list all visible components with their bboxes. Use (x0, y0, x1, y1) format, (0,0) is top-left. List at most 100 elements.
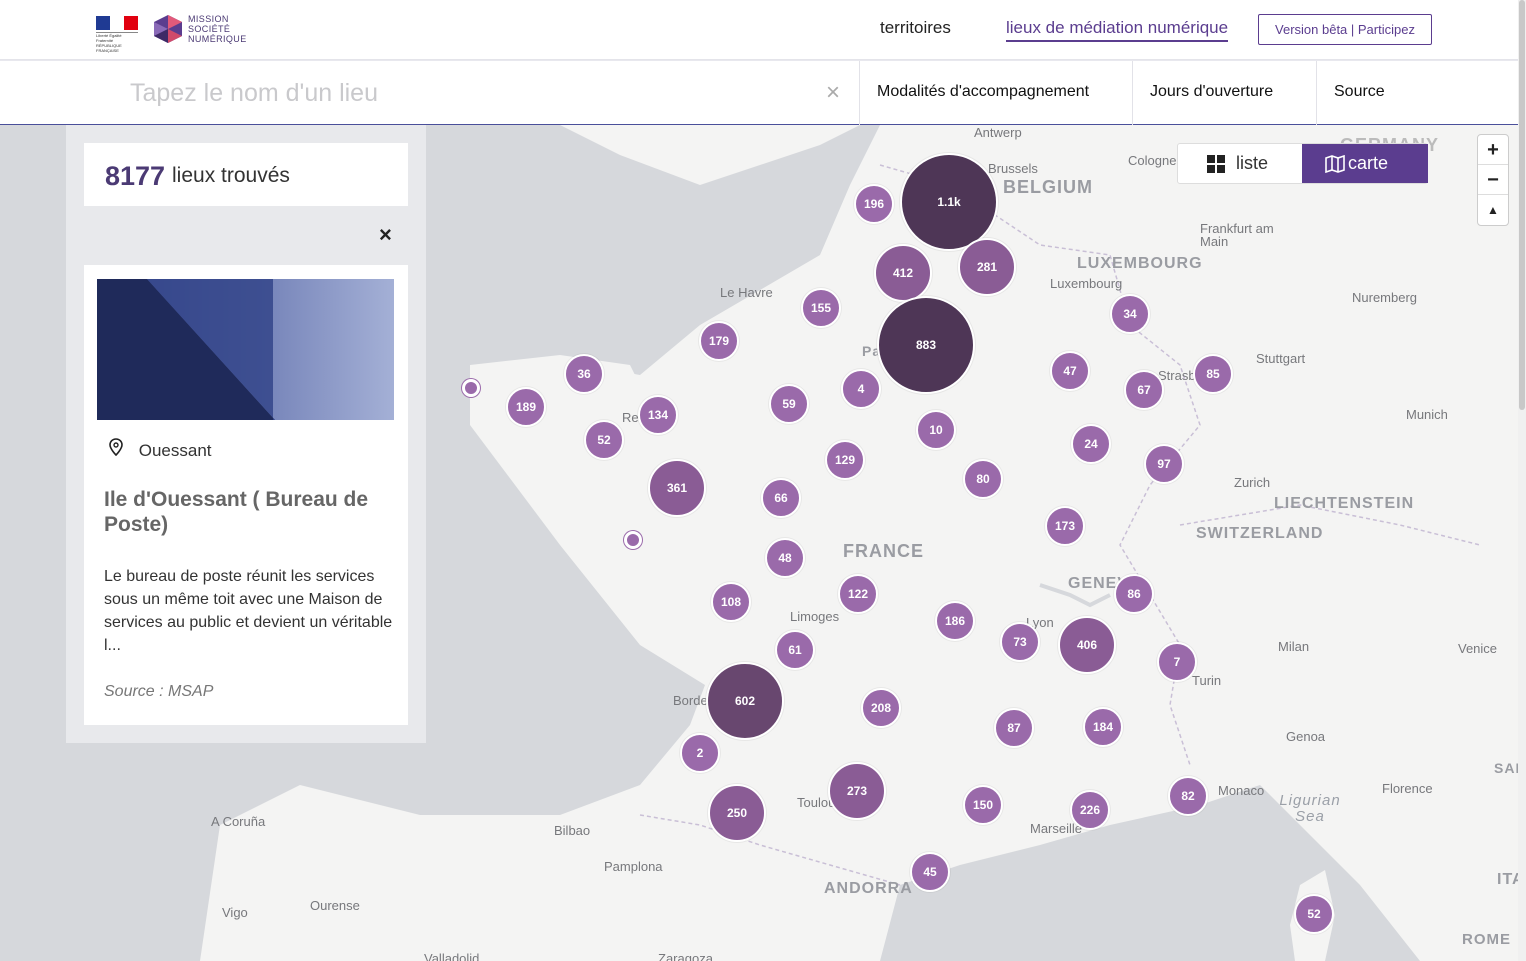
nav-territoires[interactable]: territoires (880, 18, 951, 37)
place-label: Ourense (310, 898, 360, 913)
map-cluster[interactable]: 173 (1045, 506, 1085, 546)
nav-lieux-mediation[interactable]: lieux de médiation numérique (1006, 18, 1229, 42)
map-cluster[interactable]: 52 (1294, 894, 1334, 934)
country-label: LIECHTENSTEIN (1274, 495, 1415, 512)
filter-jours-ouverture[interactable]: Jours d'ouverture (1132, 61, 1317, 125)
map-cluster[interactable]: 134 (638, 395, 678, 435)
map-cluster[interactable]: 250 (708, 784, 766, 842)
map-cluster[interactable]: 87 (994, 708, 1034, 748)
map-cluster[interactable]: 34 (1110, 294, 1150, 334)
map-cluster[interactable]: 67 (1124, 370, 1164, 410)
results-count: 8177 (105, 161, 166, 191)
map-cluster[interactable]: 10 (916, 410, 956, 450)
place-label: Valladolid (424, 951, 480, 961)
place-label: Turin (1192, 673, 1222, 688)
map-cluster[interactable]: 59 (769, 384, 809, 424)
place-label: Antwerp (974, 125, 1022, 140)
republique-francaise-logo[interactable]: Liberté Égalité Fraternité RÉPUBLIQUE FR… (96, 16, 138, 53)
map-cluster[interactable]: 179 (699, 321, 739, 361)
place-label: Limoges (790, 609, 840, 624)
place-label: Munich (1406, 407, 1448, 422)
filter-source[interactable]: Source (1316, 61, 1518, 125)
search-input[interactable] (130, 73, 810, 113)
beta-participez-button[interactable]: Version bêta | Participez (1258, 14, 1432, 45)
map-cluster[interactable]: 66 (761, 478, 801, 518)
location-marker[interactable] (624, 531, 642, 549)
map-cluster[interactable]: 226 (1070, 790, 1110, 830)
map-cluster[interactable]: 4 (841, 369, 881, 409)
place-label: Venice (1458, 641, 1498, 656)
country-label: ANDORRA (824, 880, 913, 897)
map-cluster[interactable]: 85 (1193, 354, 1233, 394)
place-card[interactable]: Ouessant Ile d'Ouessant ( Bureau de Post… (84, 265, 408, 725)
map-cluster[interactable]: 196 (854, 184, 894, 224)
results-count-label: lieux trouvés (172, 164, 290, 187)
country-label: SAN MARINO (1494, 760, 1518, 776)
map-cluster[interactable]: 129 (825, 440, 865, 480)
map-cluster[interactable]: 122 (838, 574, 878, 614)
mission-societe-numerique-logo[interactable]: MISSION SOCIÉTÉ NUMÉRIQUE (152, 12, 248, 46)
page-scrollbar[interactable] (1518, 0, 1526, 961)
scrollbar-thumb[interactable] (1519, 0, 1525, 410)
map-cluster[interactable]: 273 (828, 762, 886, 820)
map-cluster[interactable]: 36 (564, 354, 604, 394)
map-icon (1325, 155, 1345, 173)
place-location: Ouessant (138, 441, 212, 460)
place-label: Brussels (988, 161, 1038, 176)
zoom-in-button[interactable]: + (1478, 135, 1508, 165)
map-cluster[interactable]: 150 (963, 785, 1003, 825)
location-marker[interactable] (462, 379, 480, 397)
logo-line-1: MISSION (188, 14, 229, 24)
place-label: ROME (1462, 931, 1511, 948)
filter-modalites[interactable]: Modalités d'accompagnement (859, 61, 1133, 125)
map-cluster[interactable]: 48 (765, 538, 805, 578)
map-cluster[interactable]: 7 (1157, 642, 1197, 682)
place-label: Florence (1382, 781, 1433, 796)
map-cluster[interactable]: 186 (935, 601, 975, 641)
map-cluster[interactable]: 2 (680, 733, 720, 773)
view-carte-button[interactable]: carte (1302, 144, 1428, 183)
country-label: BELGIUM (1003, 177, 1093, 197)
map-cluster[interactable]: 281 (958, 238, 1016, 296)
map-cluster[interactable]: 208 (861, 688, 901, 728)
map-cluster[interactable]: 97 (1144, 444, 1184, 484)
french-flag-icon (96, 16, 138, 30)
map-cluster[interactable]: 412 (874, 244, 932, 302)
country-label: ITA (1497, 871, 1518, 888)
map-cluster[interactable]: 47 (1050, 351, 1090, 391)
map-cluster[interactable]: 86 (1114, 574, 1154, 614)
map-cluster[interactable]: 1.1k (900, 153, 998, 251)
map-cluster[interactable]: 52 (584, 420, 624, 460)
map-cluster[interactable]: 73 (1000, 622, 1040, 662)
zoom-out-button[interactable]: − (1478, 165, 1508, 195)
map-cluster[interactable]: 602 (706, 662, 784, 740)
map-cluster[interactable]: 184 (1083, 707, 1123, 747)
close-icon[interactable]: × (379, 222, 392, 247)
place-source: Source : MSAP (104, 683, 214, 700)
map-cluster[interactable]: 80 (963, 459, 1003, 499)
view-liste-button[interactable]: liste (1178, 144, 1302, 183)
map-cluster[interactable]: 82 (1168, 776, 1208, 816)
place-label: Genoa (1286, 729, 1326, 744)
grid-icon (1207, 155, 1225, 173)
place-label: A Coruña (211, 814, 266, 829)
reset-north-button[interactable]: ▲ (1487, 203, 1499, 217)
map-cluster[interactable]: 155 (801, 288, 841, 328)
map-cluster[interactable]: 883 (877, 296, 975, 394)
msn-hexagon-icon (154, 15, 182, 43)
map-cluster[interactable]: 45 (910, 852, 950, 892)
map-cluster[interactable]: 108 (711, 582, 751, 622)
place-label: Cologne (1128, 153, 1177, 168)
map-cluster[interactable]: 361 (648, 459, 706, 517)
place-label: Nuremberg (1352, 290, 1418, 305)
place-label: Luxembourg (1050, 276, 1123, 291)
country-label: FRANCE (843, 541, 924, 561)
map-cluster[interactable]: 24 (1071, 424, 1111, 464)
map-cluster[interactable]: 189 (506, 387, 546, 427)
clear-search-icon[interactable]: × (826, 79, 841, 106)
map-cluster[interactable]: 406 (1058, 616, 1116, 674)
map-cluster[interactable]: 61 (775, 630, 815, 670)
place-label: Frankfurt am Main (1200, 221, 1274, 249)
place-label: Zaragoza (658, 951, 713, 961)
search-filter-bar: × Modalités d'accompagnement Jours d'ouv… (0, 60, 1518, 125)
